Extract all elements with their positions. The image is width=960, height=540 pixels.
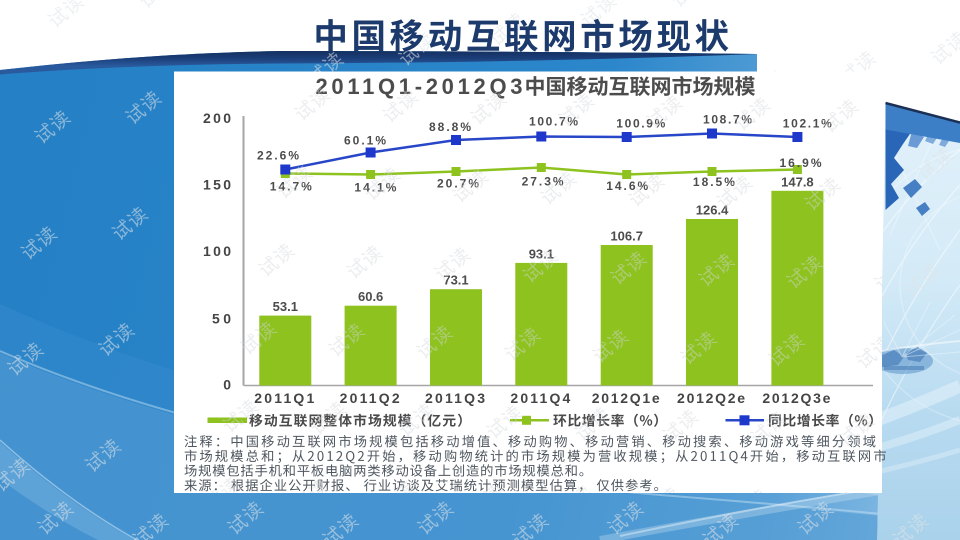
svg-text:100.9%: 100.9% bbox=[616, 117, 665, 131]
svg-text:0: 0 bbox=[223, 376, 231, 392]
svg-text:2012Q3e: 2012Q3e bbox=[762, 390, 830, 406]
svg-text:102.1%: 102.1% bbox=[783, 117, 832, 131]
svg-text:60.6: 60.6 bbox=[358, 289, 383, 304]
svg-text:150: 150 bbox=[203, 176, 231, 192]
svg-text:2011Q3: 2011Q3 bbox=[425, 390, 485, 406]
svg-text:73.1: 73.1 bbox=[443, 273, 468, 288]
svg-text:53.1: 53.1 bbox=[273, 299, 298, 314]
svg-text:2012Q2e: 2012Q2e bbox=[677, 390, 745, 406]
svg-text:100: 100 bbox=[203, 243, 231, 259]
svg-text:2011Q2: 2011Q2 bbox=[340, 390, 400, 406]
svg-text:147.8: 147.8 bbox=[781, 174, 814, 189]
svg-text:2012Q1e: 2012Q1e bbox=[592, 390, 660, 406]
svg-text:93.1: 93.1 bbox=[529, 246, 554, 261]
svg-text:106.7: 106.7 bbox=[610, 228, 643, 243]
svg-text:2011Q4: 2011Q4 bbox=[510, 390, 570, 406]
svg-text:200: 200 bbox=[203, 110, 231, 126]
svg-text:2011Q1-2012Q3: 2011Q1-2012Q3 bbox=[316, 74, 523, 99]
svg-text:2011Q1: 2011Q1 bbox=[254, 390, 314, 406]
svg-text:126.4: 126.4 bbox=[696, 203, 729, 218]
